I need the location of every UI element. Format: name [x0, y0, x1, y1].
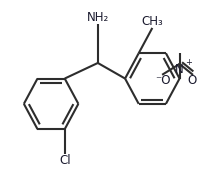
- Text: ⁻O: ⁻O: [155, 74, 171, 87]
- Text: Cl: Cl: [59, 154, 71, 167]
- Text: CH₃: CH₃: [141, 15, 163, 28]
- Text: O: O: [188, 74, 197, 87]
- Text: N: N: [175, 63, 184, 76]
- Text: +: +: [185, 58, 192, 67]
- Text: NH₂: NH₂: [87, 11, 109, 24]
